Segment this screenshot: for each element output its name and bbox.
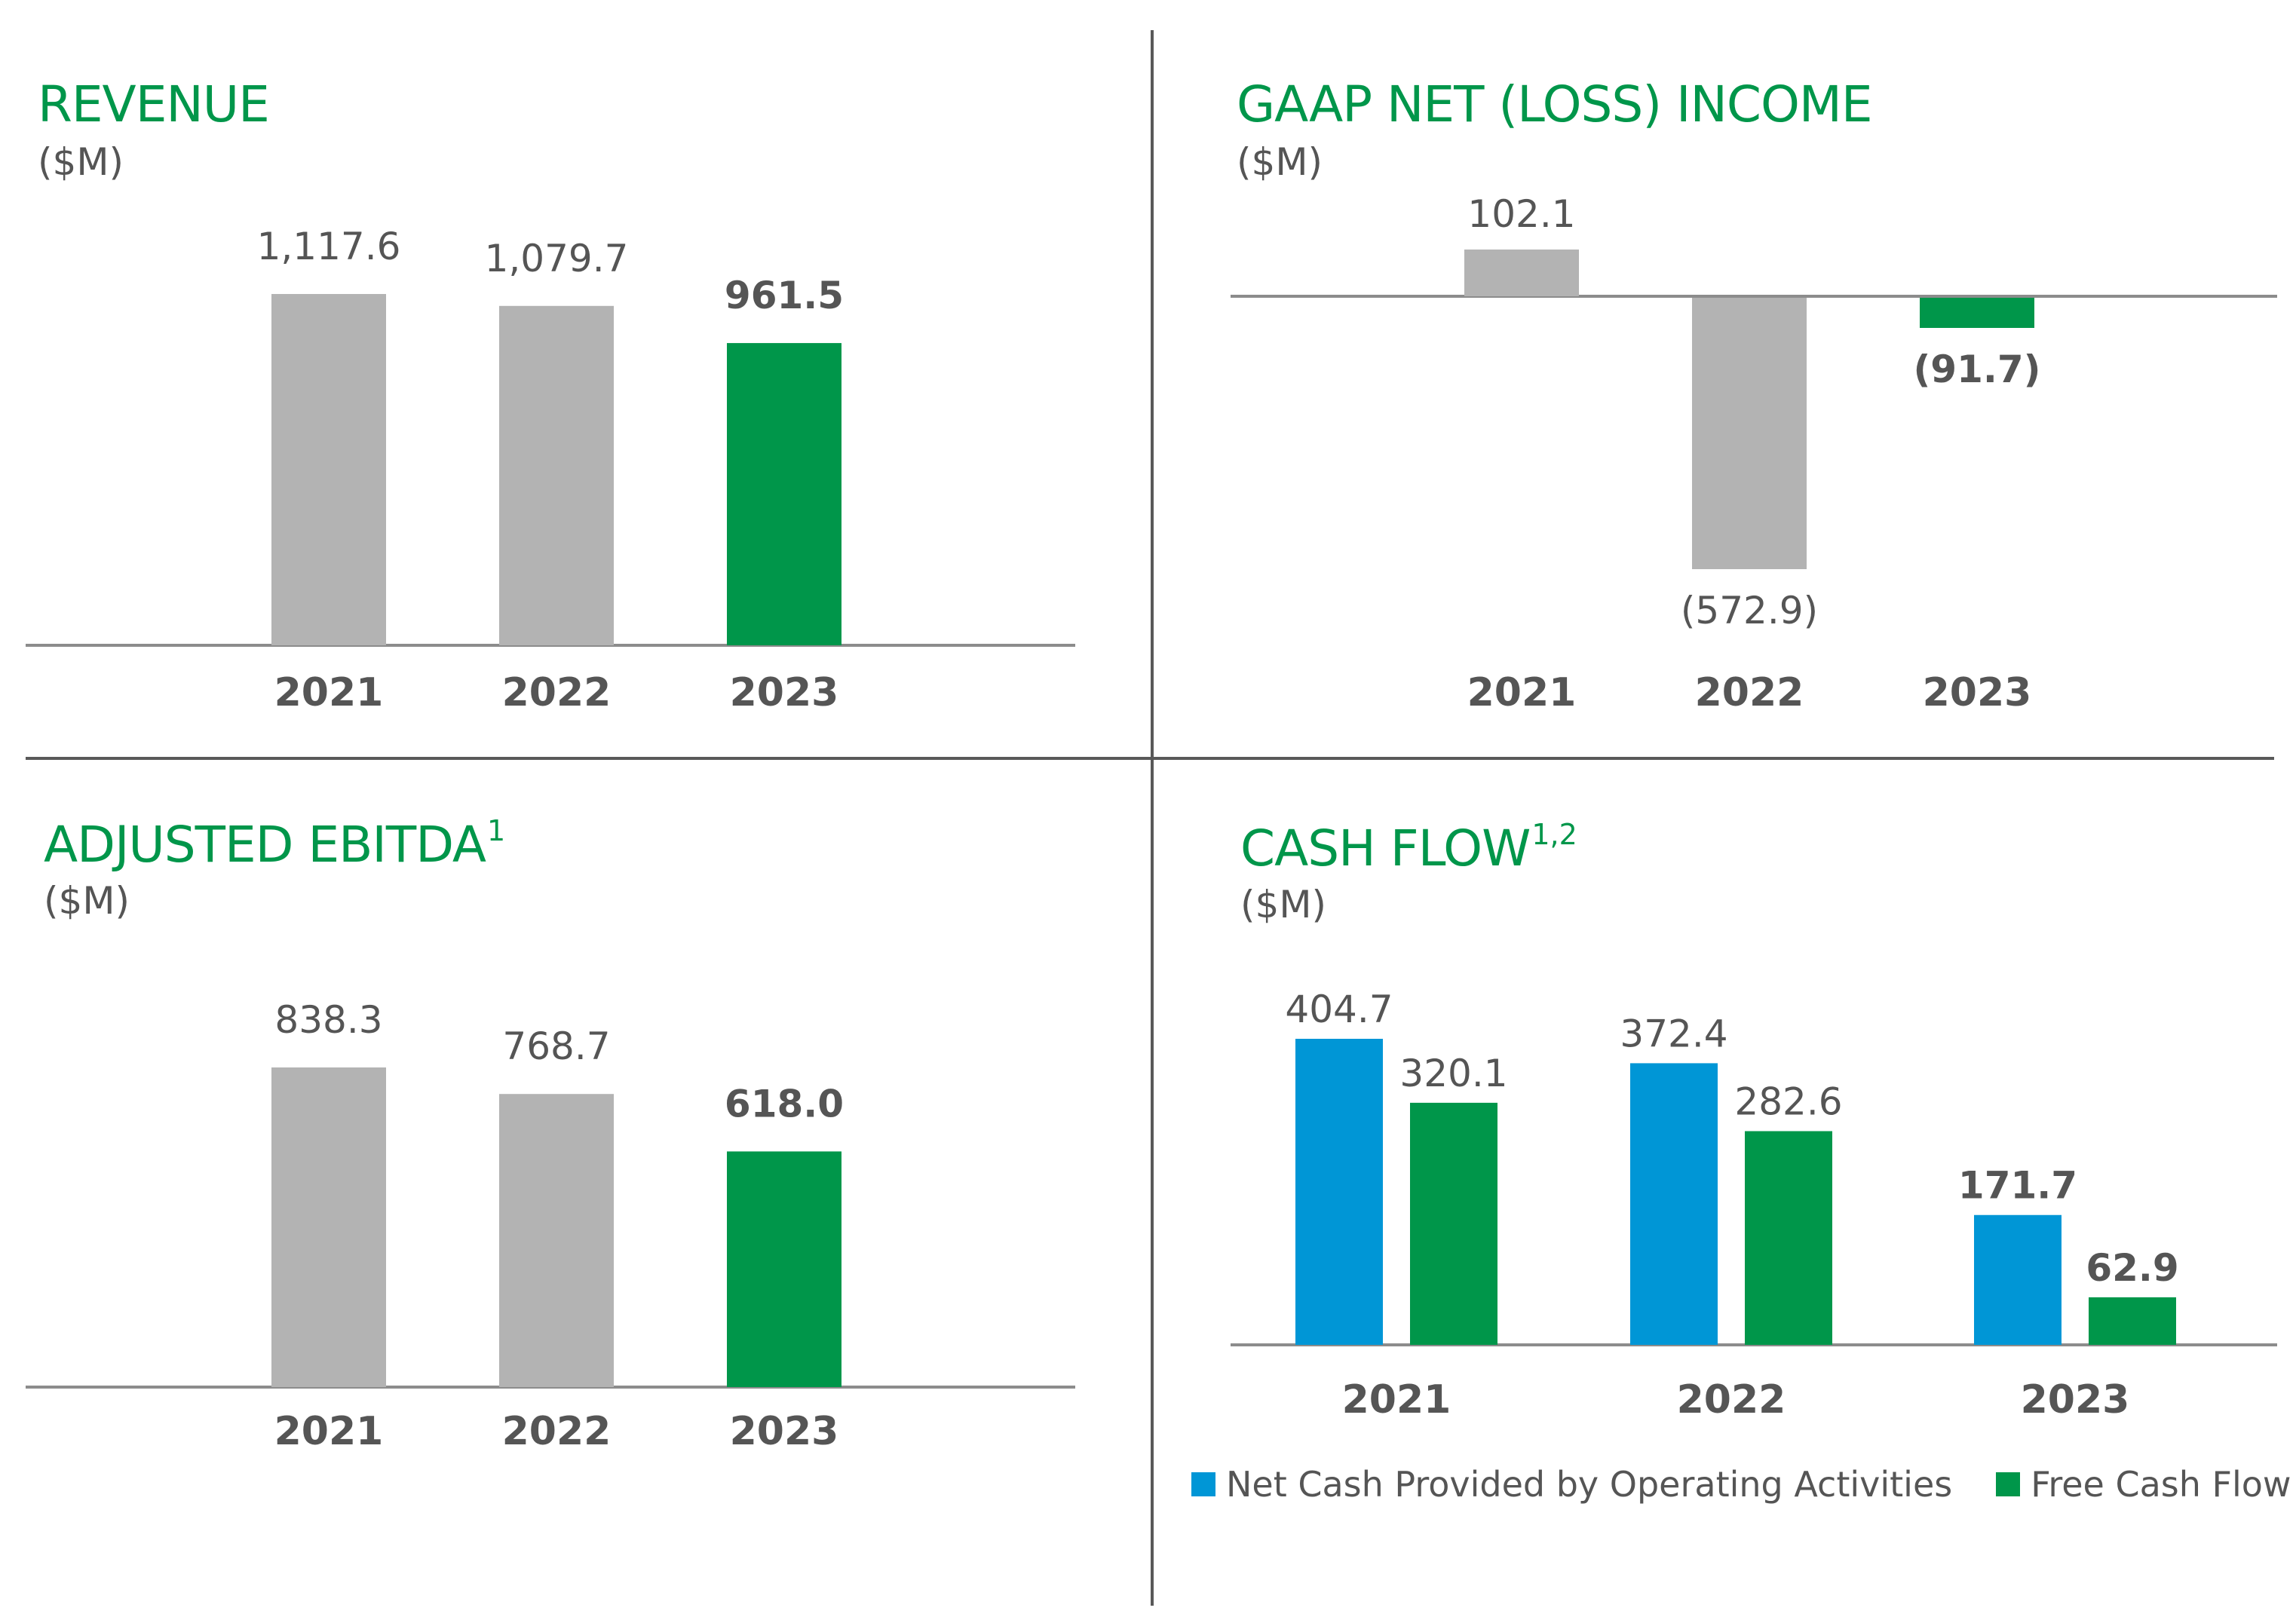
revenue-year-label-2022: 2022 [502, 670, 612, 715]
cash_flow-value-label-operating-cash-2021: 404.7 [1285, 988, 1393, 1031]
cash_flow-value-label-free-cash-flow-2021: 320.1 [1399, 1052, 1507, 1095]
revenue-bar-2021 [271, 294, 386, 645]
cash_flow-value-label-free-cash-flow-2023: 62.9 [2086, 1246, 2178, 1290]
revenue-value-label-2021: 1,117.6 [257, 225, 401, 268]
cash-flow-title: CASH FLOW1,2 [1240, 818, 1577, 877]
legend-item-operating-cash: Net Cash Provided by Operating Activitie… [1191, 1464, 1952, 1505]
legend-swatch-blue [1191, 1472, 1215, 1496]
cash_flow-bar-operating-cash-2023 [1974, 1214, 2061, 1345]
ebitda-footnote: 1 [487, 814, 506, 847]
legend-label-operating-cash: Net Cash Provided by Operating Activitie… [1226, 1464, 1953, 1505]
net_income-value-label-2021: 102.1 [1467, 192, 1575, 236]
net-income-title: GAAP NET (LOSS) INCOME [1237, 75, 1873, 133]
ebitda-value-label-2021: 838.3 [274, 998, 382, 1042]
cash_flow-bar-free-cash-flow-2022 [1745, 1131, 1832, 1345]
cash_flow-value-label-operating-cash-2023: 171.7 [1958, 1164, 2077, 1208]
ebitda-bar-2023 [727, 1151, 841, 1387]
legend-swatch-green [1996, 1472, 2021, 1496]
net_income-year-label-2023: 2023 [1923, 670, 2032, 715]
cash_flow-bar-free-cash-flow-2023 [2089, 1297, 2176, 1345]
cash-flow-unit: ($M) [1240, 883, 1326, 926]
net_income-value-label-2022: (572.9) [1681, 589, 1818, 632]
cash_flow-year-label-2022: 2022 [1677, 1377, 1786, 1423]
revenue-value-label-2023: 961.5 [725, 274, 844, 317]
cash-flow-footnote: 1,2 [1531, 818, 1577, 851]
cash_flow-value-label-free-cash-flow-2022: 282.6 [1734, 1080, 1842, 1123]
legend-label-free-cash-flow: Free Cash Flow [2031, 1464, 2291, 1505]
net_income-bar-2021 [1464, 250, 1579, 296]
revenue-year-label-2023: 2023 [730, 670, 839, 715]
ebitda-title: ADJUSTED EBITDA1 [44, 814, 506, 874]
cash_flow-bar-operating-cash-2022 [1630, 1063, 1718, 1345]
revenue-bar-2023 [727, 343, 841, 645]
ebitda-value-label-2022: 768.7 [502, 1024, 610, 1068]
vertical-divider [1151, 30, 1154, 1606]
ebitda-bar-2021 [271, 1067, 386, 1387]
revenue-unit: ($M) [38, 140, 124, 184]
legend-item-free-cash-flow: Free Cash Flow [1996, 1464, 2291, 1505]
revenue-year-label-2021: 2021 [274, 670, 384, 715]
cash_flow-bar-operating-cash-2021 [1295, 1039, 1383, 1345]
cash_flow-bar-free-cash-flow-2021 [1410, 1102, 1497, 1345]
ebitda-unit: ($M) [44, 879, 130, 923]
cash-flow-legend: Net Cash Provided by Operating Activitie… [1191, 1464, 2291, 1505]
ebitda-year-label-2023: 2023 [730, 1409, 839, 1454]
revenue-bar-2022 [499, 305, 614, 645]
ebitda-year-label-2022: 2022 [502, 1409, 612, 1454]
revenue-value-label-2022: 1,079.7 [485, 237, 629, 280]
net_income-value-label-2023: (91.7) [1913, 348, 2040, 391]
net_income-bar-2022 [1692, 298, 1807, 569]
ebitda-value-label-2023: 618.0 [725, 1082, 844, 1125]
net-income-unit: ($M) [1237, 140, 1323, 184]
ebitda-bar-2022 [499, 1094, 614, 1387]
net_income-year-label-2022: 2022 [1695, 670, 1804, 715]
cash_flow-year-label-2021: 2021 [1342, 1377, 1451, 1423]
net_income-year-label-2021: 2021 [1467, 670, 1577, 715]
cash_flow-value-label-operating-cash-2022: 372.4 [1620, 1012, 1727, 1055]
horizontal-divider [26, 757, 2274, 760]
net_income-bar-2023 [1920, 298, 2034, 328]
cash_flow-year-label-2023: 2023 [2021, 1377, 2130, 1423]
ebitda-year-label-2021: 2021 [274, 1409, 384, 1454]
revenue-title: REVENUE [38, 75, 270, 133]
